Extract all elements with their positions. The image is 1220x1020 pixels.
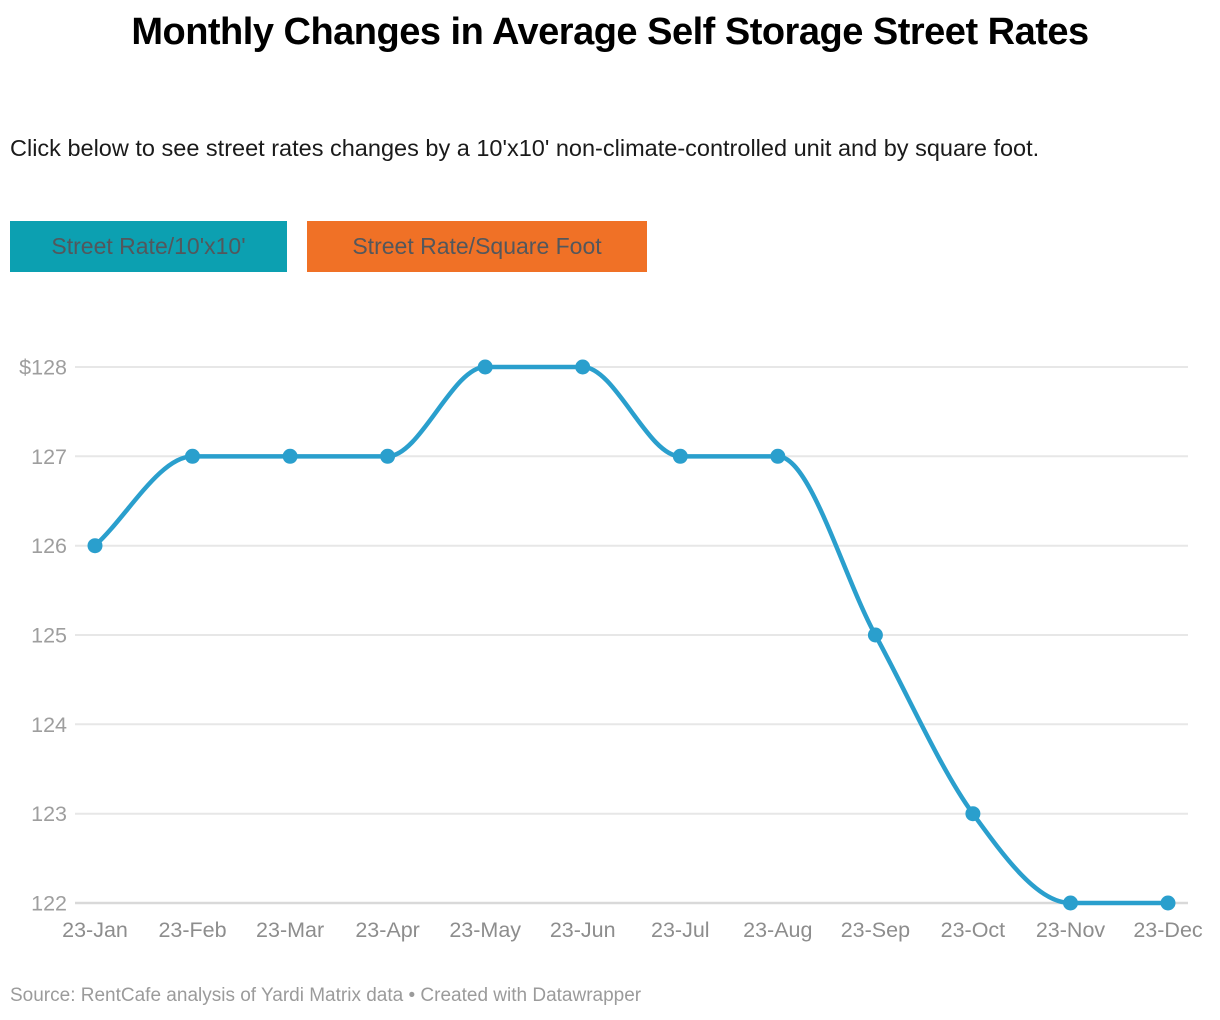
svg-text:23-Jul: 23-Jul <box>651 918 710 942</box>
svg-text:127: 127 <box>31 445 67 469</box>
line-chart: $128 127 126 125 124 123 122 23-Jan 23-Feb 23-Mar… <box>0 330 1220 960</box>
tab-street-rate-square-foot[interactable]: Street Rate/Square Foot <box>307 221 647 272</box>
source-attribution: Source: RentCafe analysis of Yardi Matri… <box>10 985 642 1006</box>
svg-text:23-May: 23-May <box>449 918 521 942</box>
svg-text:23-Nov: 23-Nov <box>1036 918 1106 942</box>
svg-text:23-Aug: 23-Aug <box>743 918 812 942</box>
page-title: Monthly Changes in Average Self Storage … <box>131 11 1089 53</box>
svg-text:123: 123 <box>31 802 67 826</box>
svg-text:23-Sep: 23-Sep <box>841 918 910 942</box>
svg-text:124: 124 <box>31 713 67 737</box>
svg-text:23-Dec: 23-Dec <box>1133 918 1203 942</box>
tab-street-rate-10x10[interactable]: Street Rate/10'x10' <box>10 221 287 272</box>
svg-text:23-Jun: 23-Jun <box>550 918 616 942</box>
svg-text:23-Feb: 23-Feb <box>158 918 226 942</box>
svg-text:23-Oct: 23-Oct <box>941 918 1006 942</box>
svg-text:$128: $128 <box>19 356 67 380</box>
svg-text:125: 125 <box>31 624 67 648</box>
rate-toggle-buttons: Street Rate/10'x10' Street Rate/Square F… <box>10 221 647 272</box>
svg-text:126: 126 <box>31 534 67 558</box>
svg-text:23-Apr: 23-Apr <box>355 918 420 942</box>
svg-text:23-Jan: 23-Jan <box>62 918 128 942</box>
svg-text:23-Mar: 23-Mar <box>256 918 324 942</box>
chart-description: Click below to see street rates changes … <box>10 135 1040 161</box>
svg-text:122: 122 <box>31 892 67 916</box>
